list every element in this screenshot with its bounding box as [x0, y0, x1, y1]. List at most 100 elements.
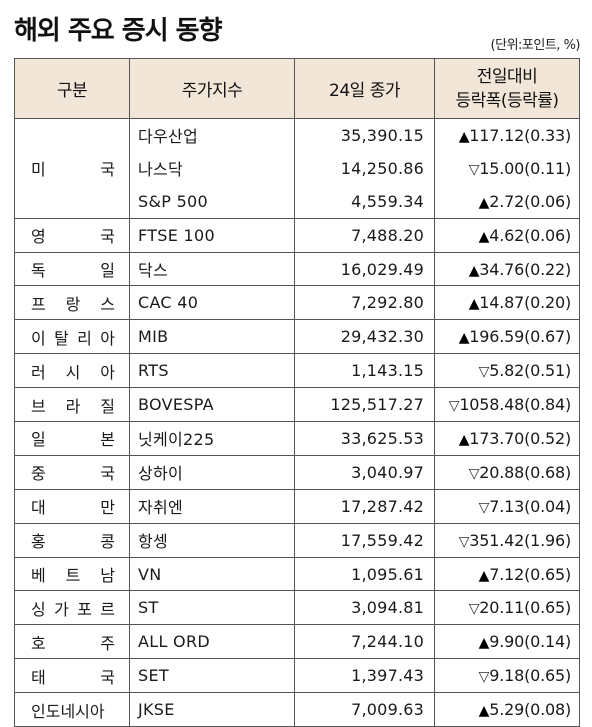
change-value: 7.13(0.04)	[489, 496, 571, 516]
change-cell: ▲34.76(0.22)	[434, 251, 580, 286]
change-value: 5.82(0.51)	[489, 361, 571, 381]
close-value-cell: 16,029.49	[294, 251, 435, 286]
table-row: 이 탈 리 아 MIB 29,432.30 ▲196.59(0.67)	[14, 319, 580, 354]
down-arrow-icon: ▽	[468, 465, 480, 482]
down-arrow-icon: ▽	[458, 533, 470, 550]
table-row: 싱 가 포 르 ST 3,094.81 ▽20.11(0.65)	[14, 590, 580, 625]
index-name-cell: 닛케이225	[129, 421, 295, 456]
close-value-cell: 1,143.15	[294, 353, 435, 388]
change-cell: ▽9.18(0.65)	[434, 658, 580, 693]
table-row: 미 국 나스닥 14,250.86 ▽15.00(0.11)	[14, 151, 580, 185]
change-cell: ▽351.42(1.96)	[434, 522, 580, 558]
change-cell: ▲4.62(0.06)	[434, 217, 580, 253]
down-arrow-icon: ▽	[478, 669, 490, 686]
index-name-cell: ALL ORD	[129, 624, 295, 659]
index-name-cell: S&P 500	[129, 184, 295, 219]
down-arrow-icon: ▽	[448, 398, 460, 415]
change-value: 15.00(0.11)	[479, 158, 571, 178]
close-value-cell: 125,517.27	[294, 387, 435, 422]
change-value: 9.90(0.14)	[489, 632, 571, 652]
region-cell: 싱 가 포 르	[14, 590, 130, 625]
change-value: 9.18(0.65)	[489, 666, 571, 686]
up-arrow-icon: ▲	[478, 228, 490, 245]
down-arrow-icon: ▽	[478, 499, 490, 516]
change-cell: ▽20.11(0.65)	[434, 590, 580, 625]
index-name-cell: ST	[129, 590, 295, 625]
change-cell: ▽15.00(0.11)	[434, 151, 580, 185]
change-cell: ▲117.12(0.33)	[434, 117, 580, 152]
close-value-cell: 1,095.61	[294, 556, 435, 591]
up-arrow-icon: ▲	[478, 635, 490, 652]
close-value-cell: 17,559.42	[294, 522, 435, 558]
unit-note: (단위:포인트, %)	[490, 38, 581, 53]
region-cell: 프 랑 스	[14, 285, 130, 320]
table-row: S&P 500 4,559.34 ▲2.72(0.06)	[14, 184, 580, 219]
change-value: 5.29(0.08)	[489, 700, 571, 720]
index-name-cell: 항셍	[129, 522, 295, 558]
change-value: 2.72(0.06)	[489, 191, 571, 211]
change-value: 14.87(0.20)	[479, 293, 571, 313]
up-arrow-icon: ▲	[458, 431, 470, 448]
change-cell: ▲14.87(0.20)	[434, 285, 580, 320]
index-name-cell: VN	[129, 556, 295, 591]
index-name-cell: 자취엔	[129, 488, 295, 524]
region-cell: 인도네시아	[14, 692, 130, 727]
close-value-cell: 3,094.81	[294, 590, 435, 625]
header-change: 전일대비 등락폭(등락률)	[434, 58, 580, 119]
header-close: 24일 종가	[294, 58, 435, 119]
change-cell: ▽5.82(0.51)	[434, 353, 580, 388]
market-table: 구분 주가지수 24일 종가 전일대비 등락폭(등락률) 다우산업 35,390.…	[14, 58, 580, 727]
table-row: 태 국 SET 1,397.43 ▽9.18(0.65)	[14, 658, 580, 693]
change-cell: ▽7.13(0.04)	[434, 488, 580, 524]
index-name-cell: FTSE 100	[129, 217, 295, 253]
region-cell: 홍 콩	[14, 522, 130, 558]
change-value: 1058.48(0.84)	[459, 395, 571, 415]
change-cell: ▲196.59(0.67)	[434, 319, 580, 354]
close-value-cell: 4,559.34	[294, 184, 435, 219]
change-cell: ▲2.72(0.06)	[434, 184, 580, 219]
table-row: 대 만 자취엔 17,287.42 ▽7.13(0.04)	[14, 488, 580, 524]
close-value-cell: 33,625.53	[294, 421, 435, 456]
table-row: 러 시 아 RTS 1,143.15 ▽5.82(0.51)	[14, 353, 580, 388]
up-arrow-icon: ▲	[468, 296, 480, 313]
region-cell: 러 시 아	[14, 353, 130, 388]
change-value: 7.12(0.65)	[489, 564, 571, 584]
up-arrow-icon: ▲	[468, 262, 480, 279]
up-arrow-icon: ▲	[458, 330, 470, 347]
close-value-cell: 7,244.10	[294, 624, 435, 659]
close-value-cell: 29,432.30	[294, 319, 435, 354]
change-cell: ▲173.70(0.52)	[434, 421, 580, 456]
close-value-cell: 1,397.43	[294, 658, 435, 693]
header-index: 주가지수	[129, 58, 295, 119]
close-value-cell: 3,040.97	[294, 454, 435, 490]
table-row: 호 주 ALL ORD 7,244.10 ▲9.90(0.14)	[14, 624, 580, 659]
change-value: 20.11(0.65)	[479, 598, 571, 618]
close-value-cell: 35,390.15	[294, 117, 435, 152]
header-row: 구분 주가지수 24일 종가 전일대비 등락폭(등락률)	[14, 58, 580, 119]
table-row: 인도네시아 JKSE 7,009.63 ▲5.29(0.08)	[14, 692, 580, 727]
close-value-cell: 17,287.42	[294, 488, 435, 524]
region-cell	[14, 184, 130, 219]
change-value: 351.42(1.96)	[469, 530, 571, 550]
table-row: 일 본 닛케이225 33,625.53 ▲173.70(0.52)	[14, 421, 580, 456]
index-name-cell: BOVESPA	[129, 387, 295, 422]
close-value-cell: 7,292.80	[294, 285, 435, 320]
change-cell: ▽1058.48(0.84)	[434, 387, 580, 422]
region-cell: 미 국	[14, 151, 130, 185]
index-name-cell: JKSE	[129, 692, 295, 727]
region-cell: 중 국	[14, 454, 130, 490]
down-arrow-icon: ▽	[478, 364, 490, 381]
change-value: 117.12(0.33)	[469, 125, 571, 145]
header-change-line1: 전일대비	[476, 66, 538, 87]
region-cell: 독 일	[14, 251, 130, 286]
change-cell: ▲5.29(0.08)	[434, 692, 580, 727]
up-arrow-icon: ▲	[458, 128, 470, 145]
table-row: 중 국 상하이 3,040.97 ▽20.88(0.68)	[14, 454, 580, 490]
table-row: 베 트 남 VN 1,095.61 ▲7.12(0.65)	[14, 556, 580, 591]
change-cell: ▲9.90(0.14)	[434, 624, 580, 659]
down-arrow-icon: ▽	[468, 601, 480, 618]
table-row: 홍 콩 항셍 17,559.42 ▽351.42(1.96)	[14, 522, 580, 558]
change-value: 196.59(0.67)	[469, 327, 571, 347]
index-name-cell: RTS	[129, 353, 295, 388]
region-cell: 대 만	[14, 488, 130, 524]
